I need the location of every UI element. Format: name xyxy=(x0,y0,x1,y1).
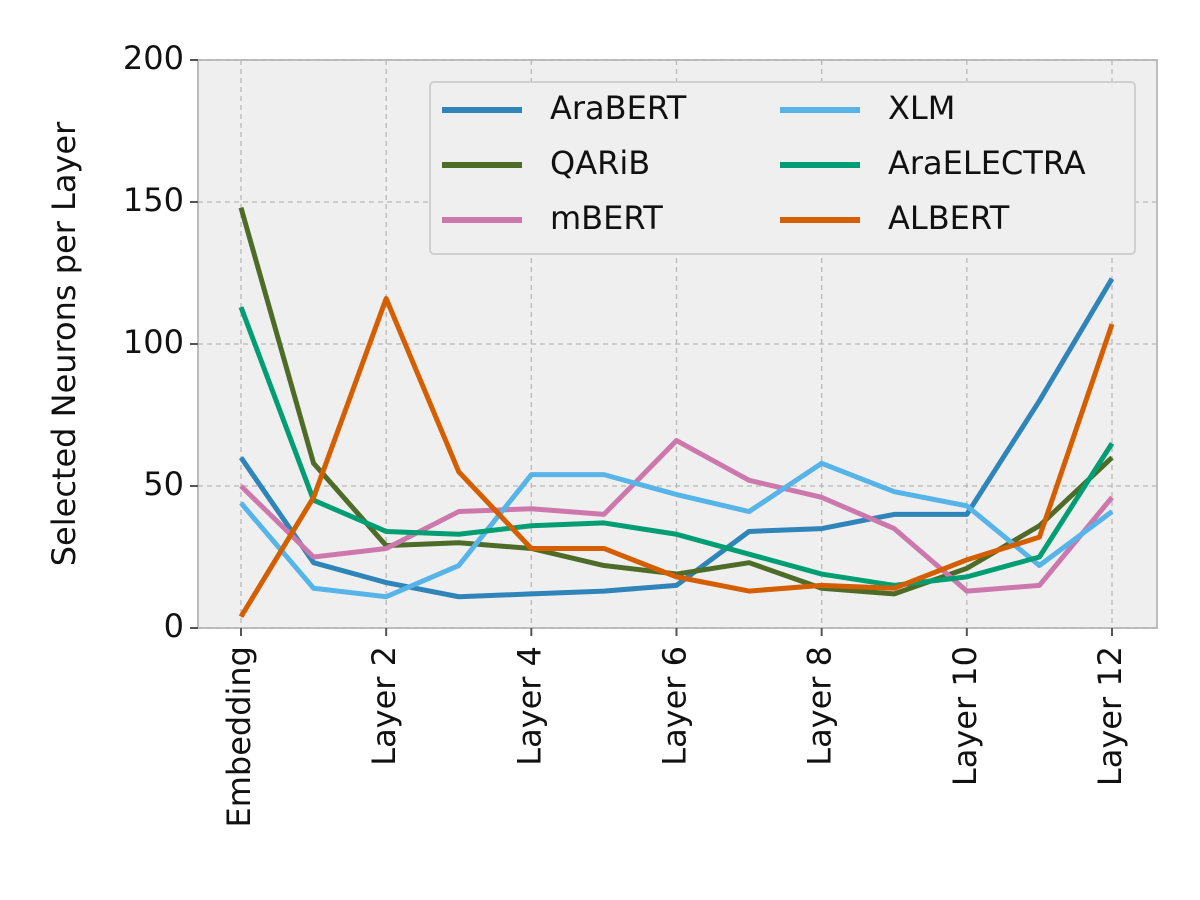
x-tick-label: Layer 10 xyxy=(946,646,984,786)
x-tick-label: Layer 6 xyxy=(656,646,694,766)
x-tick-label: Layer 12 xyxy=(1091,646,1129,786)
legend-label: ALBERT xyxy=(888,199,1010,237)
series-line xyxy=(238,277,1115,600)
y-tick-label: 100 xyxy=(123,323,184,361)
legend-label: AraELECTRA xyxy=(888,144,1086,182)
x-tick-label: Layer 8 xyxy=(801,646,839,766)
y-axis-label: Selected Neurons per Layer xyxy=(45,121,83,566)
x-tick-label: Layer 2 xyxy=(365,646,403,766)
legend-label: AraBERT xyxy=(550,89,687,127)
legend: AraBERT QARiB mBERT XLM AraELECTRA ALBERT xyxy=(429,81,1136,255)
series-line xyxy=(239,460,1114,600)
y-tick-label: 50 xyxy=(143,465,184,503)
legend-label: XLM xyxy=(888,89,955,127)
x-tick-label: Layer 4 xyxy=(510,646,548,766)
y-tick-label: 150 xyxy=(123,181,184,219)
legend-label: mBERT xyxy=(550,199,663,237)
series-line xyxy=(238,206,1114,597)
series-line xyxy=(238,296,1115,618)
series-line xyxy=(238,306,1115,588)
series-line xyxy=(239,438,1114,594)
legend-label: QARiB xyxy=(550,144,650,182)
y-tick-label: 0 xyxy=(164,607,184,645)
x-tick-label: Embedding xyxy=(220,646,258,828)
y-tick-label: 200 xyxy=(123,39,184,77)
